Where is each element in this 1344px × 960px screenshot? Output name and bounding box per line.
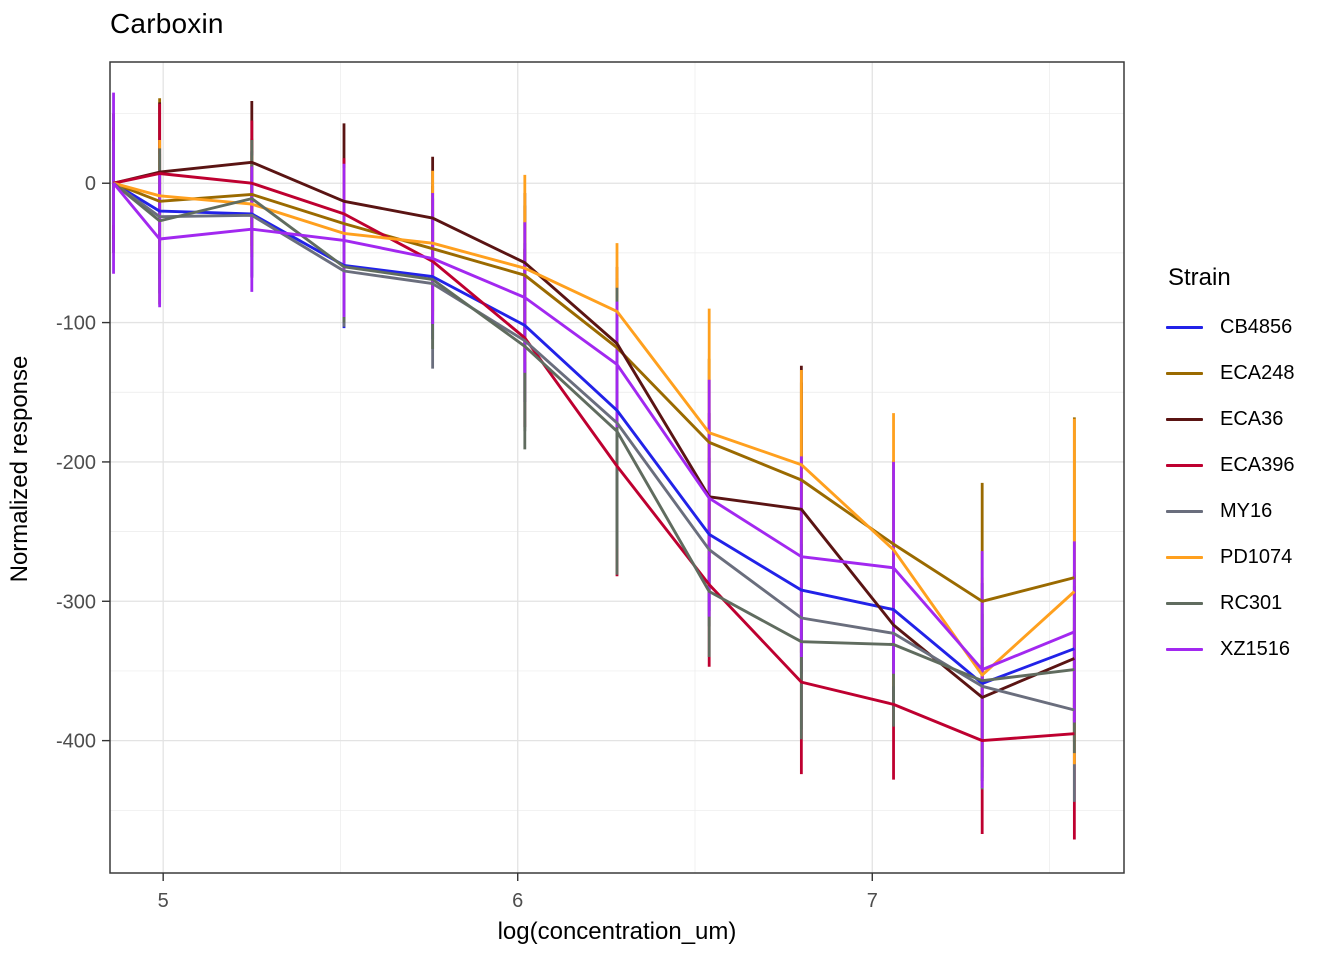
series-line-ECA396: [113, 172, 1075, 743]
legend-key-line: [1166, 463, 1203, 467]
x-tick-label: 6: [512, 890, 523, 912]
legend-key-line: [1166, 417, 1203, 421]
legend-key-line: [1166, 555, 1203, 559]
legend: Strain CB4856 ECA248 ECA36 ECA396 MY16 PD1074…: [1166, 264, 1295, 672]
legend-entry-label: PD1074: [1220, 545, 1293, 568]
legend-entry: PD1074: [1166, 534, 1295, 580]
series-line-ECA248: [112, 181, 1075, 603]
legend-entry-label: ECA396: [1220, 453, 1295, 476]
x-tick-label: 5: [158, 890, 169, 912]
legend-entry-label: RC301: [1220, 591, 1283, 614]
series-line-MY16: [112, 182, 1075, 712]
series-line-CB4856: [112, 181, 1075, 685]
y-tick-label: -400: [56, 731, 96, 753]
x-tick-label: 7: [867, 890, 878, 912]
legend-entry: ECA248: [1166, 350, 1295, 396]
x-axis-title: log(concentration_um): [497, 918, 737, 945]
legend-key-line: [1166, 509, 1203, 513]
legend-key-line: [1166, 371, 1203, 375]
legend-entry: CB4856: [1166, 304, 1295, 350]
legend-entry: ECA36: [1166, 396, 1295, 442]
series-line-RC301: [112, 182, 1075, 683]
series-line-XZ1516: [112, 182, 1075, 672]
y-tick-label: -300: [56, 591, 96, 613]
legend-entries: CB4856 ECA248 ECA36 ECA396 MY16 PD1074 RC301 XZ…: [1166, 304, 1295, 672]
legend-key-line: [1166, 601, 1203, 605]
series-line-ECA36: [113, 160, 1075, 699]
legend-entry-label: ECA248: [1220, 361, 1295, 384]
legend-entry-label: MY16: [1220, 499, 1273, 522]
legend-key-line: [1166, 647, 1203, 651]
legend-entry-label: CB4856: [1220, 315, 1293, 338]
y-tick-label: 0: [85, 173, 96, 195]
legend-entry-label: XZ1516: [1220, 637, 1291, 660]
legend-entry: ECA396: [1166, 442, 1295, 488]
legend-key-line: [1166, 325, 1203, 329]
y-tick-label: -200: [56, 452, 96, 474]
legend-entry-label: ECA36: [1220, 407, 1284, 430]
legend-entry: RC301: [1166, 580, 1295, 626]
legend-entry: MY16: [1166, 488, 1295, 534]
legend-title: Strain: [1168, 264, 1231, 291]
panel-border: [109, 61, 1125, 874]
chart-title: Carboxin: [110, 8, 224, 39]
y-tick-label: -100: [56, 313, 96, 335]
legend-entry: XZ1516: [1166, 626, 1295, 672]
y-axis-title: Normalized response: [6, 355, 33, 583]
